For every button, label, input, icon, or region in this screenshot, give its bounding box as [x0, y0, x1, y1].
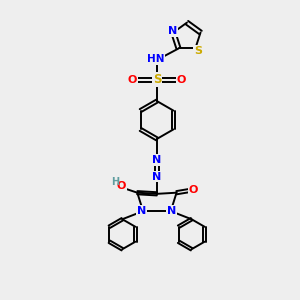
Text: N: N	[152, 155, 161, 165]
Text: N: N	[152, 172, 161, 182]
Text: N: N	[167, 206, 176, 216]
Text: H: H	[111, 177, 119, 187]
Text: O: O	[116, 181, 126, 191]
Text: O: O	[177, 75, 186, 85]
Text: O: O	[128, 75, 137, 85]
Text: HN: HN	[147, 54, 164, 64]
Text: S: S	[153, 73, 161, 86]
Text: N: N	[137, 206, 146, 216]
Text: O: O	[189, 185, 198, 195]
Text: N: N	[167, 26, 177, 36]
Text: S: S	[194, 46, 202, 56]
